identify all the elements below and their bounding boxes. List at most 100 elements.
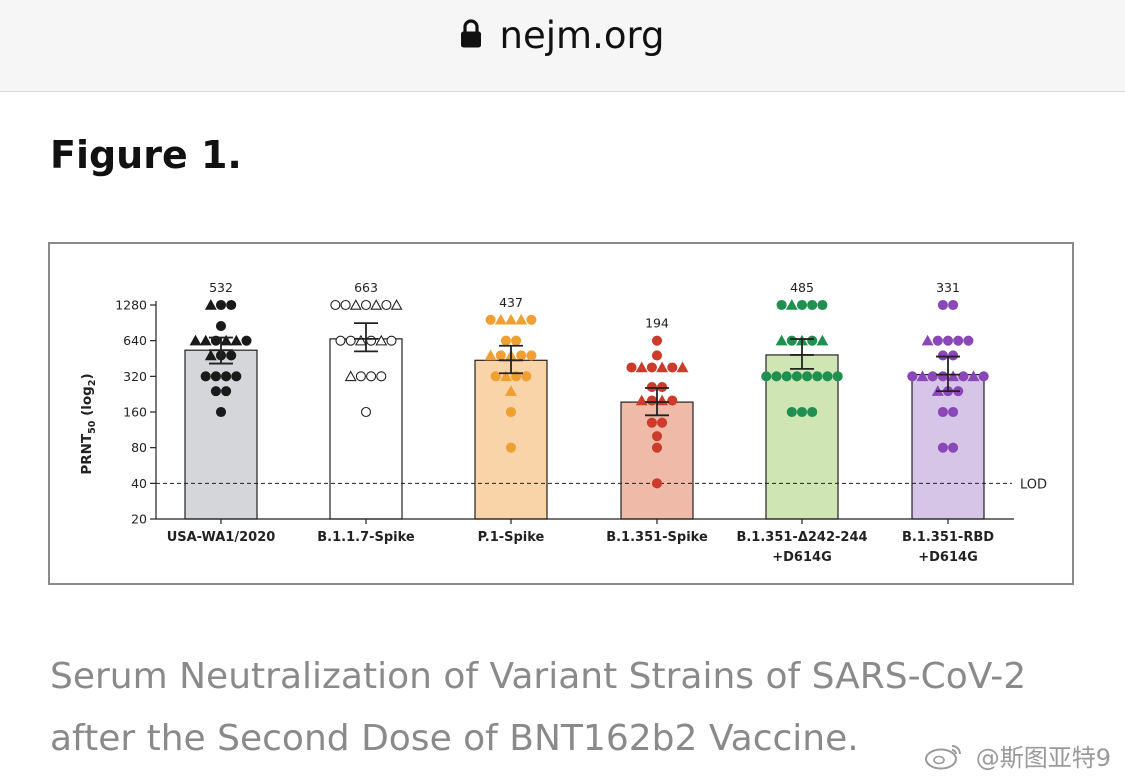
data-point-4-160-2 <box>807 406 818 418</box>
data-point-1-640-2 <box>354 334 367 346</box>
bar-5 <box>911 373 985 520</box>
x-tick-label-3-0: B.1.351-Spike <box>606 530 708 545</box>
data-point-0-1280-0 <box>204 299 217 310</box>
data-point-2-480-0 <box>484 349 497 361</box>
y-tick-label-320: 320 <box>123 369 147 384</box>
data-point-5-80-0 <box>937 442 948 453</box>
neutralization-bar-chart: LOD 532 663 437 194 485 331 20 40 80 160 320 640 1280… <box>79 280 1047 565</box>
data-point-3-200-3 <box>667 395 678 406</box>
data-point-2-640-0 <box>500 335 511 346</box>
data-point-0-320-3 <box>231 371 242 382</box>
data-point-3-40-0 <box>651 478 663 489</box>
data-point-4-320-0 <box>761 371 772 382</box>
data-point-3-200-2 <box>656 394 669 406</box>
y-tick-label-40: 40 <box>131 476 147 491</box>
data-label-4: 485 <box>790 280 814 295</box>
caption-line-2: after the Second Dose of BNT162b2 Vaccin… <box>50 718 859 759</box>
data-point-0-320-0 <box>200 371 211 382</box>
data-point-2-960-2 <box>505 313 517 325</box>
data-point-0-480-2 <box>226 350 237 361</box>
data-point-4-1280-0 <box>776 299 787 311</box>
data-point-1-640-4 <box>375 334 388 346</box>
data-label-5: 331 <box>936 280 960 295</box>
data-point-3-380-0 <box>626 362 637 373</box>
data-point-4-320-2 <box>781 371 792 382</box>
data-point-4-1280-2 <box>796 299 808 311</box>
browser-address-bar[interactable]: nejm.org <box>0 0 1125 92</box>
data-point-5-640-3 <box>953 335 964 346</box>
x-tick-label-0-0: USA-WA1/2020 <box>167 530 276 545</box>
data-point-4-1280-4 <box>817 299 828 311</box>
data-label-3: 194 <box>645 316 669 331</box>
data-point-5-320-1 <box>916 370 929 382</box>
data-point-4-1280-3 <box>807 299 818 311</box>
data-point-5-320-6 <box>967 370 980 382</box>
x-tick-label-2-0: P.1-Spike <box>478 530 545 545</box>
x-tick-label-5-0: B.1.351-RBD <box>902 530 994 545</box>
data-point-4-640-4 <box>816 334 829 346</box>
data-point-0-640-5 <box>241 335 252 346</box>
data-point-2-320-3 <box>521 371 532 382</box>
data-point-5-320-2 <box>927 371 938 382</box>
bar-4 <box>765 354 839 520</box>
data-point-3-480-0 <box>651 350 663 361</box>
data-point-5-320-4 <box>947 370 960 382</box>
watermark-text: @斯图亚特9 <box>975 744 1111 772</box>
data-point-4-320-1 <box>771 371 782 382</box>
data-point-1-320-3 <box>376 371 387 382</box>
data-point-2-960-3 <box>515 313 528 325</box>
data-point-1-640-1 <box>345 335 356 346</box>
data-point-1-1280-2 <box>349 299 362 310</box>
data-point-3-130-1 <box>657 417 668 428</box>
data-point-1-640-3 <box>366 335 377 346</box>
data-point-1-320-2 <box>366 371 377 382</box>
caption-line-1: Serum Neutralization of Variant Strains … <box>50 656 1027 697</box>
data-point-0-640-1 <box>199 334 212 346</box>
y-tick-label-80: 80 <box>131 440 147 455</box>
lod-label: LOD <box>1020 477 1047 492</box>
weibo-icon <box>924 742 964 776</box>
data-point-5-640-2 <box>942 335 954 346</box>
y-tick-label-640: 640 <box>123 333 147 348</box>
data-point-5-1280-0 <box>937 299 948 311</box>
data-point-2-480-3 <box>516 350 527 361</box>
y-tick-label-160: 160 <box>123 405 147 420</box>
data-point-3-380-2 <box>646 362 657 373</box>
data-point-3-260-0 <box>646 381 657 393</box>
data-point-3-100-0 <box>651 431 663 442</box>
figure-heading: Figure 1. <box>50 133 242 177</box>
data-point-1-320-0 <box>344 370 357 382</box>
data-point-0-160-0 <box>215 406 227 418</box>
data-point-2-640-1 <box>511 335 522 346</box>
data-point-0-640-0 <box>189 334 202 346</box>
data-point-1-160-0 <box>360 406 372 418</box>
data-point-2-320-0 <box>490 371 501 382</box>
bar-2 <box>474 359 548 520</box>
data-point-5-320-0 <box>907 371 918 382</box>
y-tick-label-1280: 1280 <box>115 298 147 313</box>
data-point-5-640-0 <box>921 334 934 346</box>
data-point-2-480-4 <box>526 350 537 361</box>
watermark: @斯图亚特9 <box>924 738 1111 776</box>
data-point-2-960-0 <box>485 314 496 325</box>
url-display[interactable]: nejm.org <box>0 14 1125 57</box>
data-point-3-380-5 <box>676 361 689 373</box>
data-point-5-320-3 <box>937 371 948 382</box>
data-point-5-1280-1 <box>948 299 959 311</box>
data-point-0-850-0 <box>215 321 227 332</box>
data-point-4-640-3 <box>807 335 818 346</box>
data-point-3-380-4 <box>667 362 678 373</box>
data-point-5-640-4 <box>963 335 974 346</box>
data-point-4-640-0 <box>775 334 788 346</box>
data-point-3-130-0 <box>646 417 657 428</box>
url-text: nejm.org <box>499 14 665 57</box>
data-point-4-320-6 <box>822 371 833 382</box>
data-point-3-380-1 <box>635 361 648 373</box>
data-point-0-1280-1 <box>215 299 227 311</box>
data-point-2-240-0 <box>505 385 517 396</box>
data-point-2-480-1 <box>495 350 506 361</box>
data-point-4-320-7 <box>832 371 843 382</box>
data-label-2: 437 <box>499 295 523 310</box>
data-point-5-320-5 <box>958 371 969 382</box>
data-point-0-320-1 <box>210 371 221 382</box>
